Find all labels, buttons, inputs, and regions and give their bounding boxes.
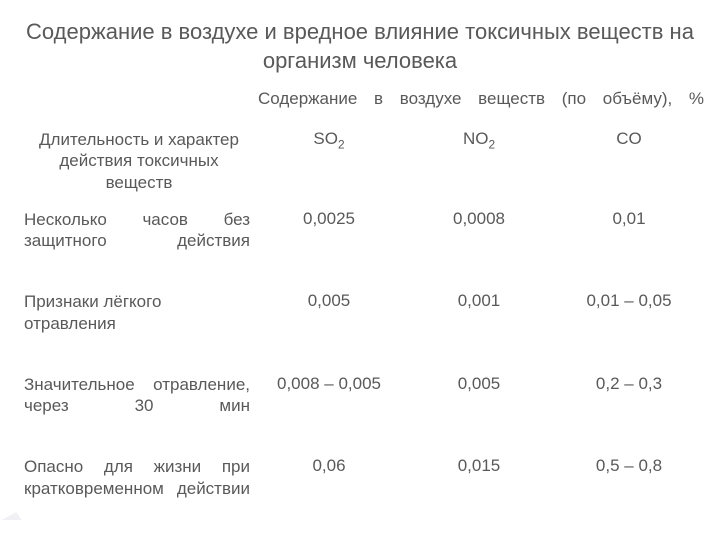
no2-sub: 2 — [488, 138, 495, 152]
table-row: Признаки лёгкого отравления 0,005 0,001 … — [24, 281, 704, 364]
row-desc: Опасно для жизни при кратковременном дей… — [24, 446, 254, 505]
header-group-row: Содержание в воздухе веществ (по объёму)… — [24, 89, 704, 129]
row-desc-line2: защитного действия — [24, 231, 250, 250]
cell-no2: 0,015 — [404, 446, 554, 505]
no2-base: NO — [463, 129, 489, 148]
so2-sub: 2 — [338, 138, 345, 152]
row-desc-line2: через 30 мин — [24, 396, 250, 415]
row-desc-line1: Опасно для жизни при — [24, 457, 250, 476]
cell-co: 0,2 – 0,3 — [554, 364, 704, 447]
cell-so2: 0,005 — [254, 281, 404, 364]
page-title: Содержание в воздухе и вредное влияние т… — [24, 18, 696, 75]
table-row: Опасно для жизни при кратковременном дей… — [24, 446, 704, 505]
table-body: Содержание в воздухе веществ (по объёму)… — [24, 89, 704, 505]
row-desc: Несколько часов без защитного действия — [24, 199, 254, 282]
cell-no2: 0,001 — [404, 281, 554, 364]
cell-co: 0,01 – 0,05 — [554, 281, 704, 364]
col-header-no2: NO2 — [404, 129, 554, 199]
cell-no2: 0,005 — [404, 364, 554, 447]
cell-so2: 0,0025 — [254, 199, 404, 282]
slide-corner-decoration — [2, 512, 27, 520]
cell-so2: 0,06 — [254, 446, 404, 505]
so2-base: SO — [313, 129, 338, 148]
col-header-desc: Длительность и характер действия токсичн… — [24, 129, 254, 199]
row-desc-line2: кратковременном действии — [24, 479, 250, 498]
cell-no2: 0,0008 — [404, 199, 554, 282]
toxicity-table: Содержание в воздухе веществ (по объёму)… — [24, 89, 704, 505]
col-header-so2: SO2 — [254, 129, 404, 199]
cell-so2: 0,008 – 0,005 — [254, 364, 404, 447]
cell-co: 0,01 — [554, 199, 704, 282]
row-desc-line1: Несколько часов без — [24, 210, 250, 229]
row-desc-line1: Значительное отравление, — [24, 375, 250, 394]
row-desc: Признаки лёгкого отравления — [24, 281, 254, 364]
row-desc-line1: Признаки лёгкого отравления — [24, 292, 161, 332]
col-header-co: CO — [554, 129, 704, 199]
row-desc: Значительное отравление, через 30 мин — [24, 364, 254, 447]
table-row: Несколько часов без защитного действия 0… — [24, 199, 704, 282]
table-row: Значительное отравление, через 30 мин 0,… — [24, 364, 704, 447]
header-columns-row: Длительность и характер действия токсичн… — [24, 129, 704, 199]
cell-co: 0,5 – 0,8 — [554, 446, 704, 505]
group-header: Содержание в воздухе веществ (по объёму)… — [254, 89, 704, 129]
